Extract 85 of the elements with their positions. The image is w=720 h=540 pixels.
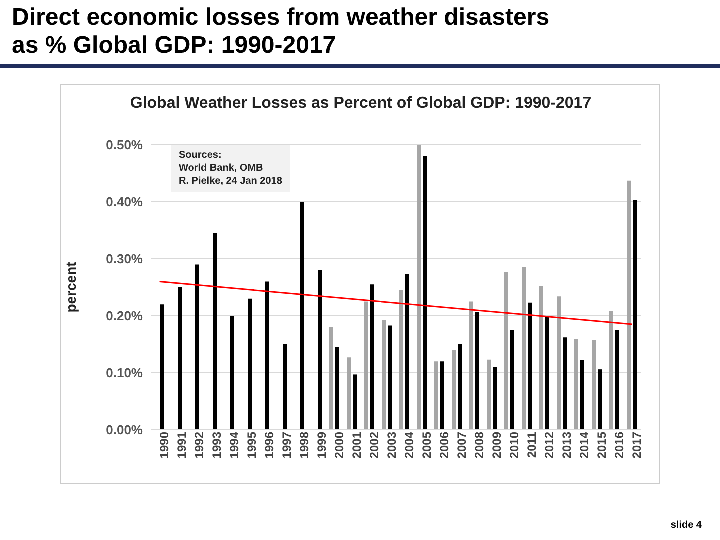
bar — [470, 302, 474, 430]
bar — [627, 180, 631, 430]
x-tick-label: 2008 — [472, 432, 486, 459]
bar — [592, 340, 596, 430]
text: slide 4 — [670, 520, 702, 531]
bar — [598, 370, 602, 430]
x-tick-label: 2005 — [420, 432, 434, 459]
bar — [510, 330, 514, 430]
x-tick-label: 2003 — [384, 432, 399, 459]
x-tick-label: 2016 — [612, 432, 626, 459]
bar — [440, 362, 444, 430]
chart-subtitle: Global Weather Losses as Percent of Global GDP: 1990-2017 — [129, 95, 593, 113]
x-tick-label: 1991 — [174, 432, 189, 459]
bar — [610, 311, 614, 430]
x-tick-label: 1990 — [157, 432, 172, 459]
y-tick-label: 0.10% — [106, 366, 144, 381]
bar — [266, 282, 270, 430]
x-tick-label: 2014 — [577, 432, 592, 459]
bar — [370, 284, 374, 430]
x-tick-label: 1994 — [227, 432, 242, 459]
bar — [504, 272, 508, 430]
bar — [318, 270, 322, 430]
y-tick-label: 0.50% — [106, 138, 144, 153]
bar — [300, 202, 304, 430]
bar — [557, 296, 561, 430]
bar — [248, 298, 252, 430]
bar — [522, 268, 526, 430]
bar — [417, 145, 421, 430]
x-tick-label: 1999 — [314, 432, 329, 459]
bar — [540, 286, 544, 430]
x-tick-label: 2000 — [332, 432, 346, 459]
bar — [406, 274, 410, 430]
bar — [487, 360, 491, 430]
x-tick-label: 2011 — [524, 432, 539, 458]
x-tick-label: 2015 — [594, 432, 609, 459]
bar — [546, 316, 550, 430]
bar — [400, 290, 404, 430]
x-tick-label: 1993 — [210, 432, 224, 459]
x-tick-label: 1997 — [280, 432, 294, 459]
x-tick-label: 2013 — [560, 432, 574, 459]
bar — [336, 347, 340, 430]
bar — [213, 233, 217, 430]
bar — [633, 200, 637, 430]
bar — [452, 350, 456, 430]
bar — [283, 344, 287, 430]
x-tick-label: 1996 — [262, 432, 276, 459]
bar — [423, 156, 427, 430]
y-axis-title: percent — [62, 262, 79, 313]
bar — [347, 358, 351, 430]
x-tick-label: 2009 — [490, 432, 504, 459]
x-tick-label: 2010 — [507, 432, 522, 459]
x-tick-label: 2006 — [437, 432, 452, 459]
x-tick-label: 2017 — [630, 432, 644, 459]
x-tick-label: 2004 — [402, 432, 416, 459]
bar — [458, 344, 462, 430]
x-tick-label: 2002 — [367, 432, 382, 459]
bar — [616, 330, 620, 430]
x-tick-label: 1992 — [192, 432, 206, 459]
bar — [563, 338, 567, 430]
x-tick-label: 1998 — [297, 432, 312, 459]
bar — [353, 374, 357, 430]
bar — [476, 312, 480, 430]
y-tick-label: 0.20% — [106, 308, 144, 324]
bar — [493, 367, 497, 430]
bar — [574, 339, 578, 430]
bar — [382, 320, 386, 430]
bar — [528, 302, 532, 430]
bar — [196, 264, 200, 430]
bar — [580, 360, 584, 430]
annotation: Sources: World Bank, OMB R. Pielke, 24 Jan 2018 — [179, 149, 282, 188]
bar — [388, 326, 392, 430]
x-tick-label: 2007 — [454, 432, 469, 459]
x-tick-label: 2001 — [350, 432, 364, 459]
x-tick-label: 1995 — [244, 432, 259, 459]
chart-title: Direct economic losses from weather disasters as % Global GDP: 1990-2017 — [12, 4, 550, 60]
bar — [230, 316, 234, 430]
y-tick-label: 0.00% — [106, 422, 144, 438]
bar — [160, 304, 164, 430]
bar — [364, 302, 368, 430]
bar — [178, 288, 182, 430]
x-tick-label: 2012 — [542, 432, 556, 459]
bar — [434, 362, 438, 430]
y-tick-label: 0.30% — [106, 252, 144, 267]
bar — [330, 327, 334, 430]
y-tick-label: 0.40% — [106, 194, 144, 210]
